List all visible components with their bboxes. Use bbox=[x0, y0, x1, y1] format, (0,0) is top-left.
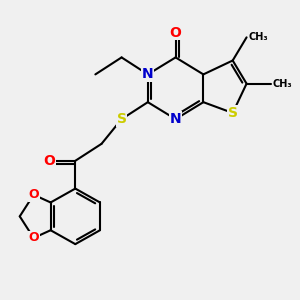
Text: O: O bbox=[28, 188, 39, 201]
Text: CH₃: CH₃ bbox=[273, 79, 292, 88]
Text: N: N bbox=[170, 112, 182, 126]
Text: CH₃: CH₃ bbox=[248, 32, 268, 42]
Text: S: S bbox=[117, 112, 127, 126]
Text: O: O bbox=[170, 26, 182, 40]
Text: S: S bbox=[228, 106, 238, 120]
Text: N: N bbox=[142, 68, 154, 81]
Text: O: O bbox=[28, 232, 39, 244]
Text: O: O bbox=[43, 154, 55, 168]
